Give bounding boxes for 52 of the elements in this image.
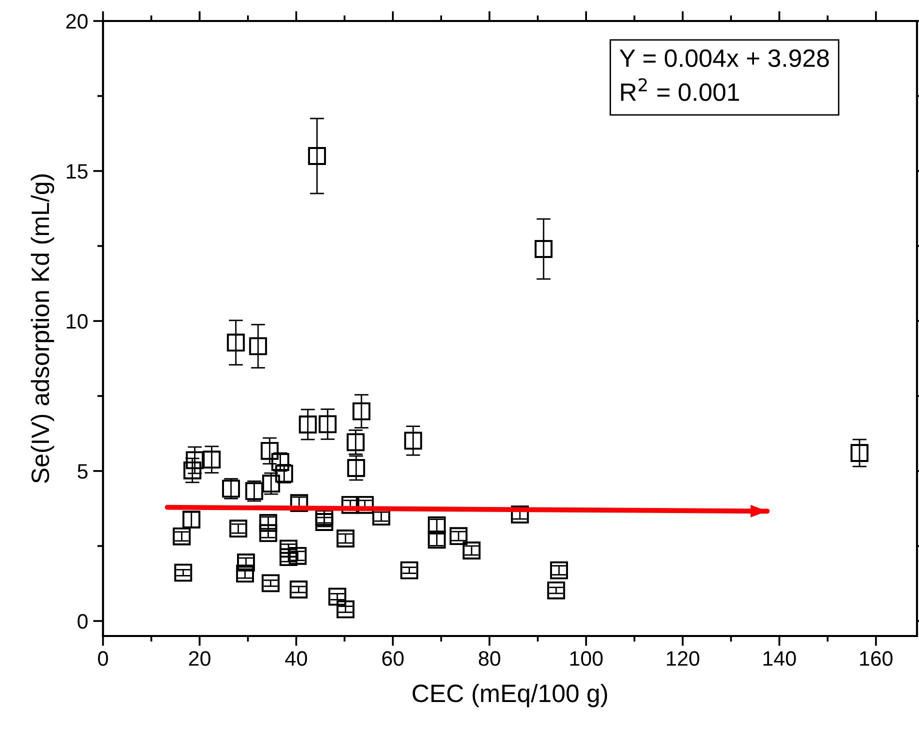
point [450,527,468,546]
x-tick-label: 0 [98,651,108,666]
y-tick-label: 10 [66,314,88,329]
point [547,581,566,600]
point [352,402,370,420]
point [346,433,365,452]
point [174,564,192,582]
y-tick-label: 5 [78,464,88,479]
x-tick-label: 140 [764,651,796,666]
point [290,580,308,598]
point [262,574,280,592]
x-tick-label: 160 [860,651,893,666]
point [237,554,255,572]
point [172,527,191,546]
point [288,546,307,565]
x-tick-label: 20 [189,651,210,666]
x-tick-label: 80 [478,651,500,666]
point [336,600,354,618]
y-tick-label: 20 [66,14,88,29]
x-axis-title: CEC (mEq/100 g) [412,684,608,708]
point [308,147,326,165]
point [347,459,366,477]
point [404,432,422,450]
point [280,540,298,558]
point [260,442,279,460]
point [318,415,337,434]
point [534,240,553,258]
point [400,561,418,580]
point [202,450,221,469]
point [510,506,529,524]
annotation: Y = 0.004x + 3.928 [620,49,829,68]
point [328,588,346,606]
x-tick-label: 100 [570,651,603,666]
annotation: R$^{2}$ = 0.001 [621,78,740,102]
y-tick-label: 15 [66,164,88,179]
x-tick-label: 40 [285,651,308,666]
y-tick-label: 0 [78,614,88,629]
point [249,337,268,356]
point [550,561,568,580]
x-tick-label: 120 [666,651,700,666]
point [462,542,481,560]
point [236,564,254,583]
point [850,444,868,462]
point [186,451,204,470]
point [259,524,278,542]
y-axis-title: Se(IV) adsorption Kd (mL/g) [30,174,54,483]
x-tick-label: 60 [382,651,404,666]
point [315,513,334,531]
point [298,416,317,434]
point [336,530,354,548]
point [226,334,245,352]
point [229,520,248,538]
